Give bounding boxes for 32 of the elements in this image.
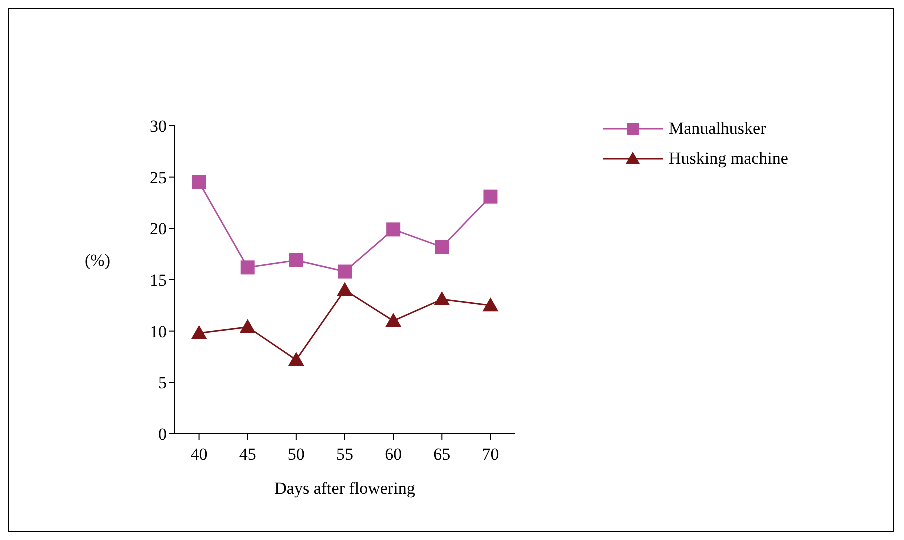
point: [240, 260, 255, 275]
point: [240, 319, 256, 334]
point: [434, 292, 450, 306]
y-tick-label: 30: [150, 117, 167, 136]
y-tick-label: 25: [150, 168, 167, 188]
x-tick-label: 50: [288, 445, 305, 464]
y-tick-label: 0: [158, 425, 167, 444]
point: [484, 190, 498, 204]
legend-label: Manualhusker: [669, 119, 766, 139]
x-tick-label: 55: [336, 445, 354, 464]
point: [191, 325, 208, 340]
y-tick-label: 10: [150, 322, 167, 342]
y-tick-label: 20: [150, 220, 167, 239]
point: [289, 253, 304, 268]
x-tick-label: 60: [385, 445, 402, 464]
y-tick-label: 5: [158, 374, 167, 393]
x-axis-title: Days after flowering: [274, 479, 416, 498]
point: [192, 175, 206, 190]
point: [338, 264, 352, 279]
y-axis-title: (%): [85, 251, 110, 270]
y-tick-label: 15: [150, 271, 167, 290]
point: [435, 240, 450, 254]
x-tick-label: 70: [482, 445, 500, 464]
point: [288, 352, 304, 366]
legend-label: Husking machine: [669, 149, 788, 169]
x-tick-label: 65: [434, 445, 451, 464]
point: [386, 313, 402, 328]
x-tick-label: 40: [190, 445, 208, 464]
point: [386, 222, 401, 237]
x-tick-label: 45: [239, 445, 256, 464]
point: [337, 282, 353, 296]
point: [482, 298, 499, 312]
